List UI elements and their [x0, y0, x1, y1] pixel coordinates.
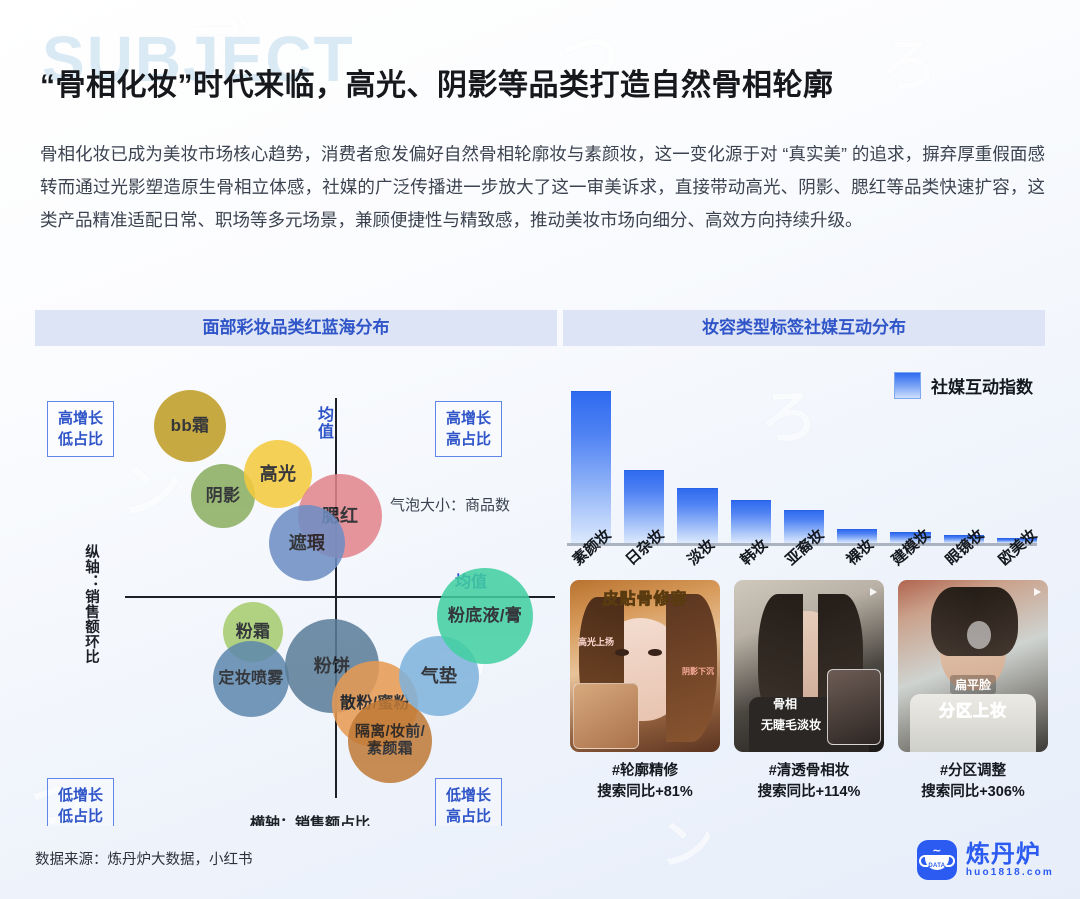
bubble-label: 气垫	[420, 665, 458, 686]
data-source-note: 数据来源：炼丹炉大数据，小红书	[35, 852, 253, 868]
card-stat: 搜索同比+114%	[757, 784, 861, 800]
bar-8[interactable]	[943, 535, 984, 543]
brand-url: huo1818.com	[965, 867, 1054, 879]
bubble-chart-plot: 均值 均值 气泡大小：商品数 纵轴：销售额环比 横轴：销售额占比 高增长 低占比…	[35, 346, 557, 826]
card-caption: #清透骨相妆 搜索同比+114%	[734, 761, 884, 803]
quadrant-line-2: 高占比	[446, 431, 492, 448]
legend-label: 社媒互动指数	[931, 378, 1033, 397]
bubble-size-note: 气泡大小：商品数	[390, 497, 511, 514]
bar-column[interactable]	[996, 391, 1037, 543]
panel-bubble-chart: 面部彩妆品类红蓝海分布 均值 均值 气泡大小：商品数 纵轴：销售额环比 横轴：销…	[35, 310, 557, 826]
bubble-label: 高光	[259, 463, 297, 484]
quadrant-line-2: 低占比	[58, 431, 104, 448]
bar-5[interactable]	[783, 509, 825, 543]
thumb-note-text: 分区上妆	[938, 702, 1008, 721]
bar-1[interactable]	[571, 391, 612, 543]
quadrant-label-bottom-right: 低增长 高占比	[435, 778, 503, 826]
bubble-low-growth-high-share: 隔离/妆前/素颜霜	[348, 699, 432, 783]
bar-2[interactable]	[624, 470, 665, 543]
bubble-axis-label-y: 纵轴：销售额环比	[83, 544, 99, 664]
thumb-note-text: 无睫毛淡妆	[761, 717, 822, 732]
thumb-sub-text: 高光上扬	[578, 637, 615, 648]
bubble-low-growth-high-share: 粉底液/膏	[437, 568, 533, 664]
quadrant-label-top-right: 高增长 高占比	[435, 401, 503, 457]
bubble-label: 粉霜	[235, 622, 271, 642]
quadrant-line-1: 低增长	[58, 787, 104, 804]
bar-column[interactable]	[571, 391, 612, 543]
bubble-label: 隔离/妆前/素颜霜	[354, 723, 426, 757]
page-description: 骨相化妆已成为美妆市场核心趋势，消费者愈发偏好自然骨相轮廓妆与素颜妆，这一变化源…	[40, 144, 1045, 230]
bar-6[interactable]	[837, 529, 878, 543]
bar-column[interactable]	[837, 391, 878, 543]
trend-card[interactable]: 皮贴骨修容 高光上扬 阴影下沉 #轮廓精修 搜索同比+81%	[570, 580, 720, 803]
bar-9[interactable]	[996, 538, 1037, 543]
quadrant-line-2: 高占比	[446, 808, 492, 825]
quadrant-line-1: 高增长	[446, 410, 492, 427]
trend-card-list: 皮贴骨修容 高光上扬 阴影下沉 #轮廓精修 搜索同比+81% 骨相 无睫毛淡妆 …	[570, 580, 1050, 803]
quadrant-line-2: 低占比	[58, 808, 104, 825]
trend-card[interactable]: 扁平脸 分区上妆 #分区调整 搜索同比+306%	[898, 580, 1048, 803]
bar-column[interactable]	[677, 391, 718, 543]
thumb-sub-text: 扁平脸	[949, 674, 997, 694]
panel-left-title: 面部彩妆品类红蓝海分布	[35, 310, 557, 346]
panel-bar-chart: 妆容类型标签社媒互动分布 社媒互动指数 素颜妆 日杂妆 淡妆 韩妆 亚裔妆 裸妆 建模妆 眼镜…	[563, 310, 1045, 826]
bar-column[interactable]	[730, 391, 771, 543]
card-thumbnail[interactable]: 皮贴骨修容 高光上扬 阴影下沉	[570, 580, 720, 752]
quadrant-label-top-left: 高增长 低占比	[47, 401, 115, 457]
brand-badge-label: DATA	[928, 863, 946, 869]
bar-4[interactable]	[730, 500, 771, 543]
bar-chart-plot: 社媒互动指数 素颜妆 日杂妆 淡妆 韩妆 亚裔妆 裸妆 建模妆 眼镜妆 欧美妆	[563, 346, 1045, 826]
card-caption: #分区调整 搜索同比+306%	[898, 761, 1048, 803]
steam-icon: ∼	[932, 845, 942, 857]
play-icon	[1034, 588, 1041, 596]
quadrant-label-bottom-left: 低增长 低占比	[47, 778, 115, 826]
bar-chart-baseline	[567, 543, 1037, 546]
card-caption: #轮廓精修 搜索同比+81%	[570, 761, 720, 803]
thumb-title-text: 皮贴骨修容	[602, 591, 688, 609]
thumb-note-text: 阴影下沉	[682, 667, 714, 676]
bubble-axis-vertical	[335, 398, 337, 798]
pot-icon	[918, 855, 955, 870]
bubble-label: 阴影	[205, 486, 241, 506]
trend-card[interactable]: 骨相 无睫毛淡妆 #清透骨相妆 搜索同比+114%	[734, 580, 884, 803]
page-title: “骨相化妆”时代来临，高光、阴影等品类打造自然骨相轮廓	[40, 69, 834, 102]
panel-right-title: 妆容类型标签社媒互动分布	[563, 310, 1045, 346]
card-tag: #分区调整	[939, 763, 1007, 779]
card-thumbnail[interactable]: 骨相 无睫毛淡妆	[734, 580, 884, 752]
bubble-label: 定妆喷雾	[218, 670, 284, 688]
cauldron-icon: ∼ DATA	[916, 840, 957, 880]
bubble-high-growth-low-share: bb霜	[154, 390, 226, 462]
brand-name: 炼丹炉	[965, 840, 1041, 868]
card-stat: 搜索同比+81%	[597, 784, 693, 800]
bar-chart-legend: 社媒互动指数	[894, 372, 1033, 399]
bubble-label: 遮瑕	[288, 532, 326, 553]
mean-label-vertical: 均值	[315, 406, 332, 440]
card-tag: #轮廓精修	[611, 763, 679, 779]
brand-logo[interactable]: ∼ DATA 炼丹炉 huo1818.com	[916, 840, 1054, 880]
bar-7[interactable]	[890, 532, 931, 543]
quadrant-line-1: 低增长	[446, 787, 492, 804]
card-thumbnail[interactable]: 扁平脸 分区上妆	[898, 580, 1048, 752]
thumb-sub-text: 骨相	[773, 697, 798, 712]
bar-column[interactable]	[624, 391, 665, 543]
play-icon	[870, 588, 877, 596]
card-tag: #清透骨相妆	[768, 763, 850, 779]
bubble-low-growth-low-share: 定妆喷雾	[213, 641, 289, 717]
bubble-high-growth-low-share: 遮瑕	[269, 505, 345, 581]
bubble-axis-horizontal	[125, 596, 555, 598]
bar-column[interactable]	[943, 391, 984, 543]
bubble-label: 粉底液/膏	[447, 606, 523, 626]
bar-column[interactable]	[890, 391, 931, 543]
bar-series	[571, 391, 1037, 543]
legend-swatch-icon	[894, 372, 921, 399]
quadrant-line-1: 高增长	[58, 410, 104, 427]
bar-column[interactable]	[783, 391, 825, 543]
bubble-label: bb霜	[170, 416, 210, 436]
bubble-axis-label-x: 横轴：销售额占比	[250, 815, 371, 826]
card-stat: 搜索同比+306%	[921, 784, 1025, 800]
brand-text: 炼丹炉 huo1818.com	[966, 842, 1054, 878]
bar-3[interactable]	[677, 488, 718, 543]
